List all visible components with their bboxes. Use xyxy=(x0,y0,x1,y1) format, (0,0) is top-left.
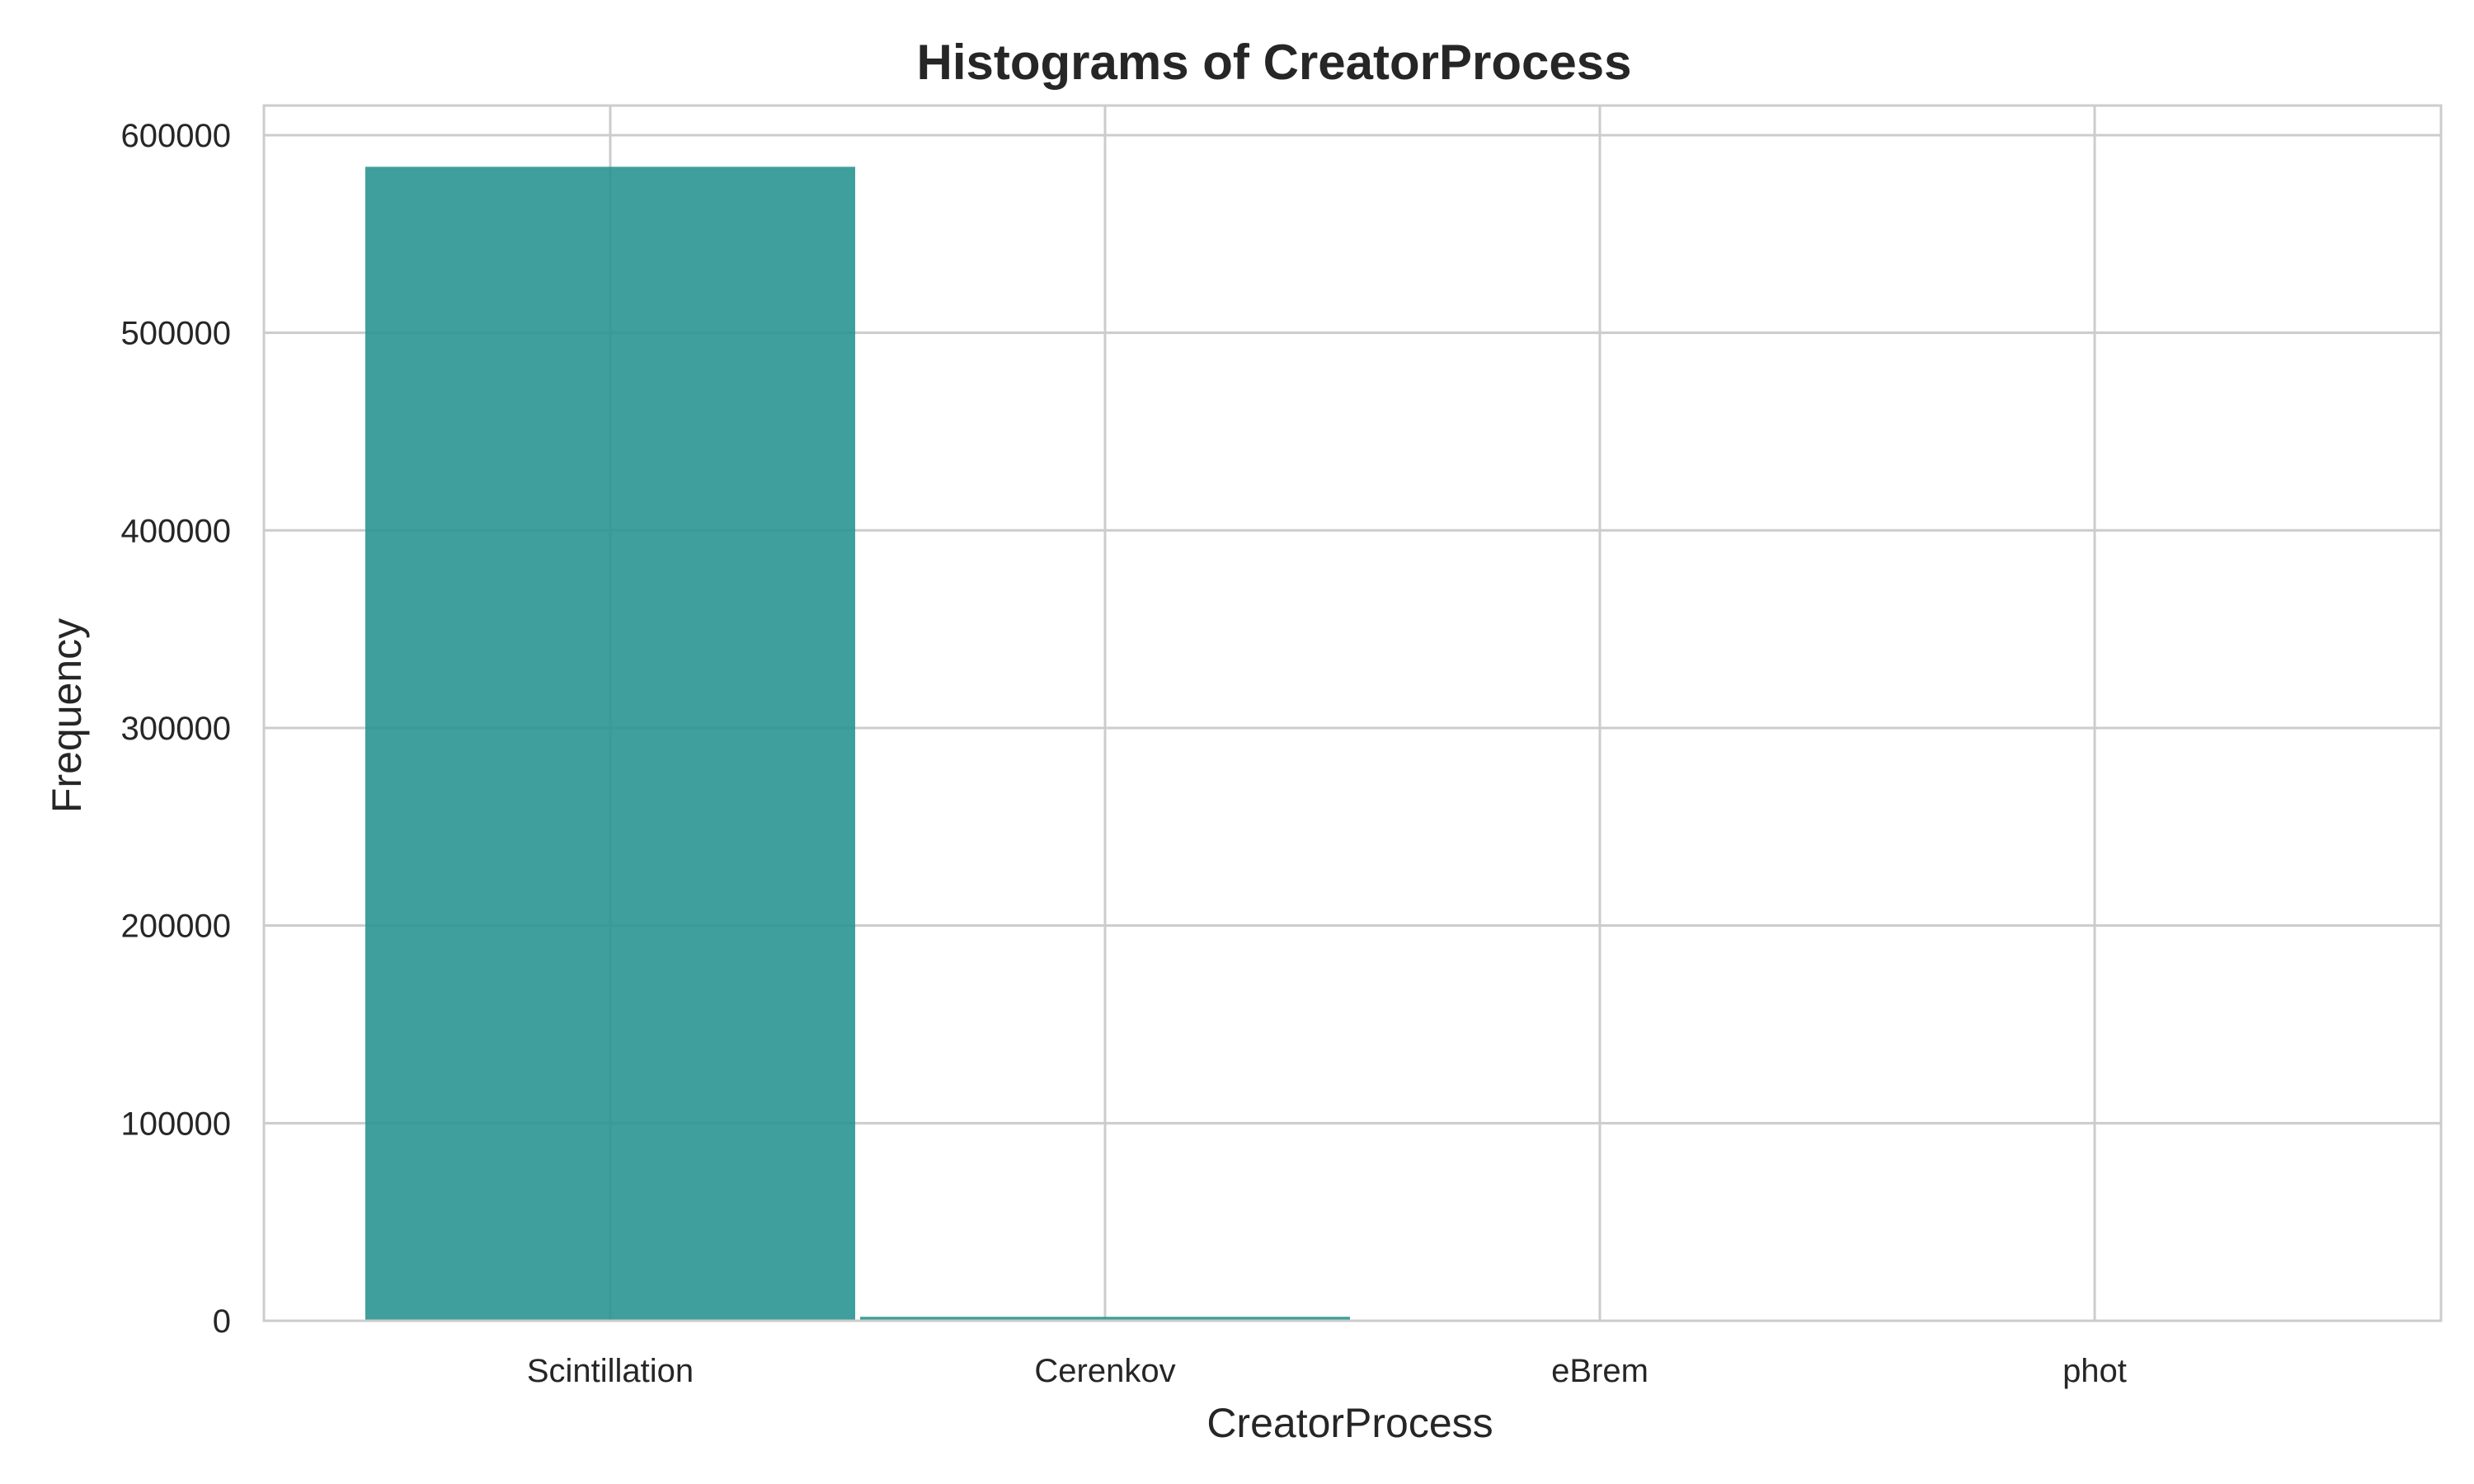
y-tick-label: 100000 xyxy=(121,1106,231,1142)
bars-layer xyxy=(365,167,1350,1321)
x-tick-labels: Scintillation Cerenkov eBrem phot xyxy=(527,1353,2127,1389)
x-tick-label-cerenkov: Cerenkov xyxy=(1034,1353,1175,1389)
y-tick-label: 500000 xyxy=(121,316,231,352)
y-tick-label: 300000 xyxy=(121,711,231,747)
chart-title: Histograms of CreatorProcess xyxy=(917,35,1632,90)
x-axis-label: CreatorProcess xyxy=(1206,1400,1493,1446)
x-tick-label-ebrem: eBrem xyxy=(1551,1353,1649,1389)
y-tick-label: 0 xyxy=(213,1303,231,1340)
bar-scintillation xyxy=(365,167,855,1321)
y-tick-label: 200000 xyxy=(121,909,231,945)
y-tick-labels: 0 100000 200000 300000 400000 500000 600000 xyxy=(121,118,231,1340)
bar-cerenkov xyxy=(860,1317,1350,1321)
x-tick-label-scintillation: Scintillation xyxy=(527,1353,694,1389)
x-tick-label-phot: phot xyxy=(2062,1353,2127,1389)
plot-frame xyxy=(262,104,2443,1322)
y-tick-label: 400000 xyxy=(121,513,231,549)
y-axis-label: Frequency xyxy=(44,618,90,813)
y-tick-label: 600000 xyxy=(121,118,231,154)
